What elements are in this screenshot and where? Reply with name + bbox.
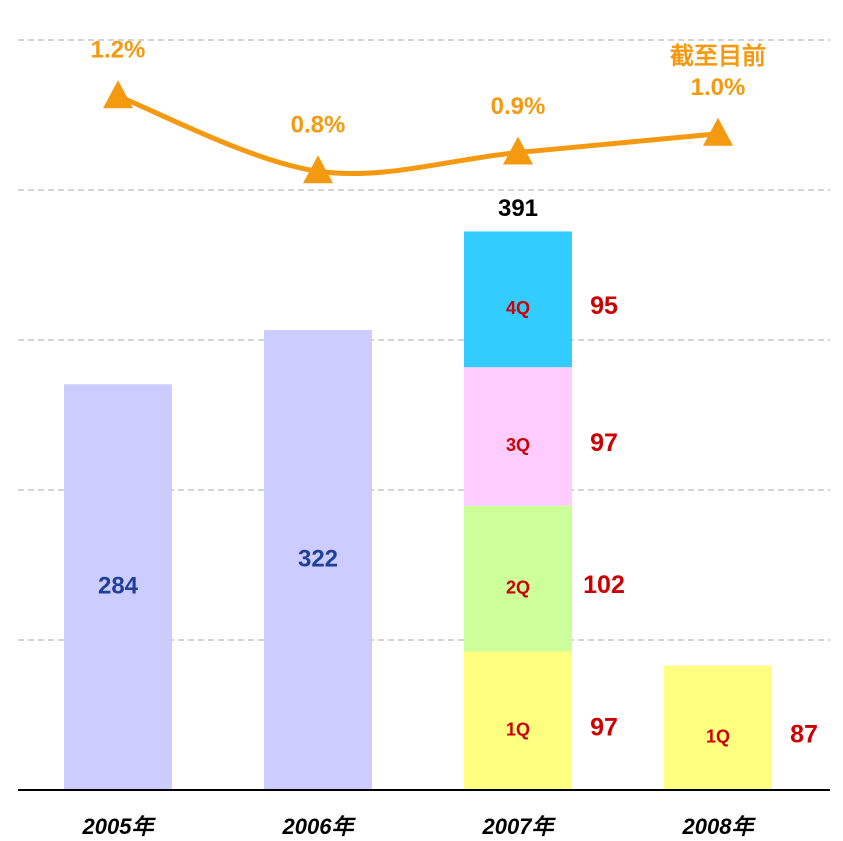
line-marker: [703, 117, 733, 146]
bar: [64, 384, 172, 790]
x-tick-label: 2008年: [682, 814, 757, 839]
bar-segment: [464, 231, 572, 368]
bar: [264, 330, 372, 790]
segment-name: 4Q: [506, 298, 530, 318]
x-tick-label: 2005年: [82, 814, 157, 839]
bar-value-label: 284: [98, 572, 139, 599]
bar-segment: [464, 651, 572, 790]
segment-value-label: 95: [590, 292, 618, 320]
segment-value-label: 102: [583, 571, 625, 599]
segment-name: 2Q: [506, 577, 530, 597]
segment-value-label: 87: [790, 720, 818, 748]
bar-value-label: 322: [298, 545, 338, 572]
bar-segment: [464, 367, 572, 506]
line: [117, 93, 719, 176]
line-value-label: 1.0%: [691, 74, 746, 101]
line-value-label: 0.8%: [291, 112, 346, 139]
x-tick-label: 2006年: [282, 814, 357, 839]
bar-segment: [464, 505, 572, 652]
line-marker: [503, 136, 533, 165]
line-value-label: 1.2%: [91, 37, 146, 64]
bar-segment: [664, 665, 772, 790]
x-tick-label: 2007年: [482, 814, 557, 839]
line-marker: [303, 155, 333, 184]
line-marker: [103, 80, 133, 109]
segment-name: 1Q: [706, 727, 730, 747]
segment-value-label: 97: [590, 713, 618, 741]
annotation: 截至目前: [670, 42, 766, 70]
segment-value-label: 97: [590, 429, 618, 457]
segment-name: 1Q: [506, 719, 530, 739]
line-value-label: 0.9%: [491, 93, 546, 120]
segment-name: 3Q: [506, 435, 530, 455]
total-label: 391: [498, 195, 538, 222]
